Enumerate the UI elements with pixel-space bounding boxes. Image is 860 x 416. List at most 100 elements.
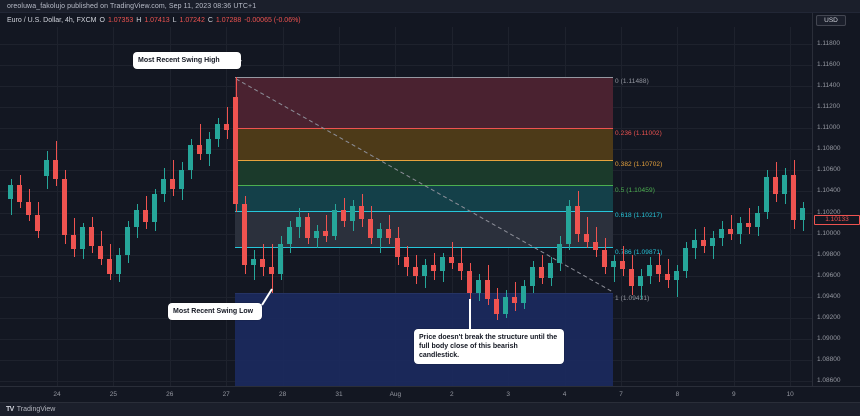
close-value: 1.07288 (215, 16, 242, 24)
candle-body (656, 265, 661, 274)
candle-body (80, 227, 85, 250)
grid-line-vertical (226, 27, 228, 386)
time-axis[interactable]: 24 25 26 27 28 31 Aug 2 3 4 7 8 9 10 (0, 386, 860, 402)
candle-wick (586, 216, 588, 249)
grid-line-horizontal (0, 44, 812, 45)
candle-body (350, 206, 355, 221)
current-price-label: 1.10133 (814, 214, 860, 225)
grid-line-vertical (113, 27, 115, 386)
candle-body (44, 159, 49, 176)
candle-body (782, 174, 787, 194)
candle-body (602, 250, 607, 268)
candle-body (773, 176, 778, 194)
price-tick: 1.09000 (817, 334, 841, 342)
close-label: C (207, 16, 213, 24)
candle-body (89, 227, 94, 247)
time-tick: 26 (166, 391, 174, 398)
high-value: 1.07413 (144, 16, 170, 24)
candle-wick (451, 241, 453, 270)
candle-body (458, 263, 463, 272)
candle-body (503, 296, 508, 314)
candle-body (314, 231, 319, 238)
annotation-swing-low[interactable]: Most Recent Swing Low (168, 303, 262, 320)
time-tick: 31 (335, 391, 343, 398)
tradingview-logo-icon[interactable]: TV (6, 406, 14, 413)
footer-bar: TV TradingView (0, 402, 860, 416)
candle-body (593, 241, 598, 251)
candle-body (737, 223, 742, 234)
price-tick: 1.09200 (817, 313, 841, 321)
candle-body (764, 176, 769, 213)
currency-badge: USD (816, 15, 846, 26)
time-tick: 4 (562, 391, 567, 398)
time-tick: 7 (619, 391, 623, 398)
annotation-swing-high[interactable]: Most Recent Swing High (133, 52, 241, 69)
candle-body (674, 271, 679, 280)
price-tick: 1.10800 (817, 145, 841, 153)
candle-body (521, 286, 526, 304)
candle-body (53, 159, 58, 179)
symbol-title[interactable]: Euro / U.S. Dollar, 4h, FXCM (7, 16, 97, 24)
candle-body (188, 145, 193, 171)
grid-line-vertical (57, 27, 58, 386)
price-tick: 1.10000 (817, 229, 841, 237)
candle-body (197, 145, 202, 154)
candle-body (206, 138, 211, 154)
fib-level-label: 0 (1.11488) (615, 78, 649, 86)
candle-body (251, 258, 256, 266)
price-axis[interactable]: USD 1.11800 1.11600 1.11400 1.11200 1.11000 1… (812, 13, 860, 386)
candle-wick (514, 282, 516, 312)
candle-body (224, 124, 229, 131)
candle-body (575, 206, 580, 234)
candle-body (755, 212, 760, 228)
candle-body (431, 265, 436, 272)
candle-body (287, 227, 292, 245)
candle-body (143, 210, 148, 222)
candle-body (98, 246, 103, 259)
candle-wick (325, 214, 327, 242)
candle-wick (253, 250, 255, 280)
fib-level-line[interactable] (235, 76, 613, 78)
chart-plot-area[interactable]: 0 (1.11488) 0.236 (1.11002) 0.382 (1.10702… (0, 27, 812, 386)
candle-wick (748, 208, 750, 234)
change-value: -0.00065 (-0.06%) (244, 16, 301, 24)
price-tick: 1.09600 (817, 271, 841, 279)
candle-body (62, 178, 67, 235)
candle-wick (595, 227, 597, 257)
candle-body (413, 267, 418, 276)
candle-body (170, 178, 175, 190)
candle-wick (199, 124, 201, 160)
candle-body (701, 239, 706, 247)
candle-body (548, 263, 553, 278)
candle-body (584, 233, 589, 242)
candle-body (71, 234, 76, 250)
candle-body (467, 271, 472, 293)
price-tick: 1.11400 (817, 82, 841, 90)
candle-body (26, 201, 31, 215)
candle-body (395, 237, 400, 257)
tradingview-brand-label[interactable]: TradingView (16, 406, 56, 413)
candle-body (449, 256, 454, 264)
candle-body (377, 229, 382, 238)
price-tick: 1.09400 (817, 292, 841, 300)
candle-body (746, 223, 751, 228)
candle-body (665, 273, 670, 280)
candle-wick (388, 214, 390, 245)
candle-body (692, 239, 697, 249)
grid-line-vertical (621, 27, 622, 386)
price-tick: 1.11000 (817, 124, 841, 132)
candle-body (17, 185, 22, 202)
candle-body (260, 258, 265, 268)
candle-body (269, 267, 274, 274)
candle-wick (622, 246, 624, 276)
price-tick: 1.11600 (817, 61, 841, 69)
fib-level-label: 0.5 (1.10459) (615, 186, 655, 194)
fib-level-label: 0.236 (1.11002) (615, 129, 662, 137)
annotation-structure-break[interactable]: Price doesn't break the structure until … (414, 329, 564, 364)
low-label: L (172, 16, 177, 24)
candle-body (404, 256, 409, 268)
candle-body (476, 279, 481, 293)
candle-body (611, 260, 616, 268)
candle-body (215, 124, 220, 139)
